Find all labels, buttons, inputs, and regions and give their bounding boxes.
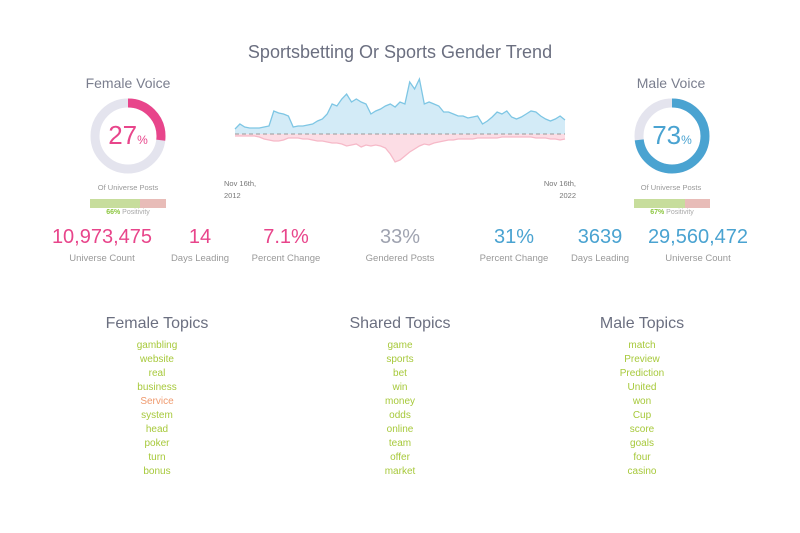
stat-label: Universe Count [69, 253, 135, 264]
stat-days-leading: 3639 Days Leading [540, 226, 660, 264]
topic-column-shared: Shared Topics game sports bet win money odds on… [300, 315, 500, 479]
stat-percent-change: 31% Percent Change [454, 226, 574, 264]
end-date-line1: Nov 16th, [543, 179, 576, 188]
topic-item[interactable]: casino [627, 466, 657, 477]
stat-value: 14 [188, 226, 212, 248]
topic-item[interactable]: won [632, 396, 652, 407]
positivity-label: Positivity [666, 209, 694, 216]
stat-label: Percent Change [251, 253, 321, 264]
topic-item[interactable]: real [148, 368, 166, 379]
stat-percent-change: 7.1% Percent Change [226, 226, 346, 264]
topic-column-title: Female Topics [105, 315, 209, 332]
female-percent: 27% [88, 120, 168, 151]
topic-item[interactable]: four [633, 452, 651, 463]
topic-item[interactable]: Cup [632, 410, 652, 421]
male-percent: 73% [632, 120, 712, 151]
stat-label: Gendered Posts [365, 253, 435, 264]
donut-fill [634, 98, 710, 174]
negative-fill [140, 199, 166, 208]
start-date: Nov 16th, 2012 [224, 178, 256, 202]
female-series-line [235, 135, 566, 163]
stat-label: Universe Count [665, 253, 731, 264]
percent-sign: % [137, 133, 148, 147]
start-date-line2: 2012 [224, 191, 241, 200]
stat-value: 10,973,475 [51, 226, 153, 248]
topic-column-title: Shared Topics [349, 315, 451, 332]
male-sub: Of Universe Posts [640, 183, 702, 192]
start-date-line1: Nov 16th, [224, 179, 257, 188]
topic-item[interactable]: game [387, 340, 413, 351]
topic-item[interactable]: odds [389, 410, 411, 421]
stat-label: Days Leading [170, 253, 230, 264]
topic-item[interactable]: score [629, 424, 655, 435]
female-percent-value: 27 [108, 120, 138, 150]
topic-item[interactable]: market [384, 466, 416, 477]
topic-item[interactable]: United [627, 382, 657, 393]
topic-item[interactable]: win [392, 382, 408, 393]
female-positivity-bar [90, 199, 166, 208]
topic-item[interactable]: gambling [136, 340, 178, 351]
female-voice-title: Female Voice [85, 75, 171, 91]
positivity-value: 67% [650, 209, 665, 216]
stat-value: 3639 [577, 226, 623, 248]
topic-column-male: Male Topics match Preview Prediction United w… [542, 315, 742, 479]
stat-label: Percent Change [479, 253, 549, 264]
positive-fill [90, 199, 141, 208]
male-donut [634, 98, 710, 174]
positive-fill [634, 199, 685, 208]
topic-item[interactable]: sports [386, 354, 414, 365]
female-series-area [235, 134, 565, 162]
topic-item[interactable]: Preview [624, 354, 660, 365]
topic-item[interactable]: business [137, 382, 177, 393]
topic-item[interactable]: poker [144, 438, 170, 449]
topic-item[interactable]: offer [390, 452, 410, 463]
stat-days-leading: 14 Days Leading [140, 226, 260, 264]
female-donut [90, 98, 166, 174]
topic-item[interactable]: money [384, 396, 415, 407]
gender-trend-chart [234, 76, 566, 163]
topic-item[interactable]: website [140, 354, 174, 365]
stat-value: 31% [493, 226, 535, 248]
stat-value: 29,560,472 [647, 226, 749, 248]
stat-universe-count: 10,973,475 Universe Count [42, 226, 162, 264]
topic-item[interactable]: Service [140, 396, 174, 407]
male-series-area [235, 79, 565, 134]
topic-item[interactable]: turn [148, 452, 166, 463]
stat-gendered-posts: 33% Gendered Posts [340, 226, 460, 264]
end-date: Nov 16th, 2022 [530, 178, 576, 202]
stat-value: 33% [379, 226, 421, 248]
positivity-value: 66% [106, 209, 121, 216]
negative-fill [684, 199, 710, 208]
topic-item[interactable]: Prediction [619, 368, 665, 379]
topic-item[interactable]: match [628, 340, 656, 351]
stat-label: Days Leading [570, 253, 630, 264]
page-title: Sportsbetting Or Sports Gender Trend [247, 42, 553, 62]
topic-item[interactable]: team [388, 438, 412, 449]
stat-value: 7.1% [263, 226, 309, 248]
positivity-label: Positivity [122, 209, 150, 216]
end-date-line2: 2022 [559, 191, 576, 200]
male-series-line [234, 76, 566, 130]
female-positivity: 66% Positivity [68, 209, 188, 216]
topic-item[interactable]: goals [630, 438, 654, 449]
topic-column-female: Female Topics gambling website real business… [57, 315, 257, 479]
topic-item[interactable]: system [141, 410, 173, 421]
percent-sign: % [681, 133, 692, 147]
female-sub: Of Universe Posts [97, 183, 159, 192]
topic-item[interactable]: online [386, 424, 414, 435]
male-positivity-bar [634, 199, 710, 208]
donut-fill [90, 98, 166, 174]
topic-column-title: Male Topics [599, 315, 685, 332]
topic-item[interactable]: head [145, 424, 169, 435]
topic-item[interactable]: bonus [143, 466, 171, 477]
male-voice-title: Male Voice [636, 75, 706, 91]
male-positivity: 67% Positivity [612, 209, 732, 216]
topic-item[interactable]: bet [393, 368, 407, 379]
male-percent-value: 73 [652, 120, 682, 150]
stat-universe-count: 29,560,472 Universe Count [638, 226, 758, 264]
